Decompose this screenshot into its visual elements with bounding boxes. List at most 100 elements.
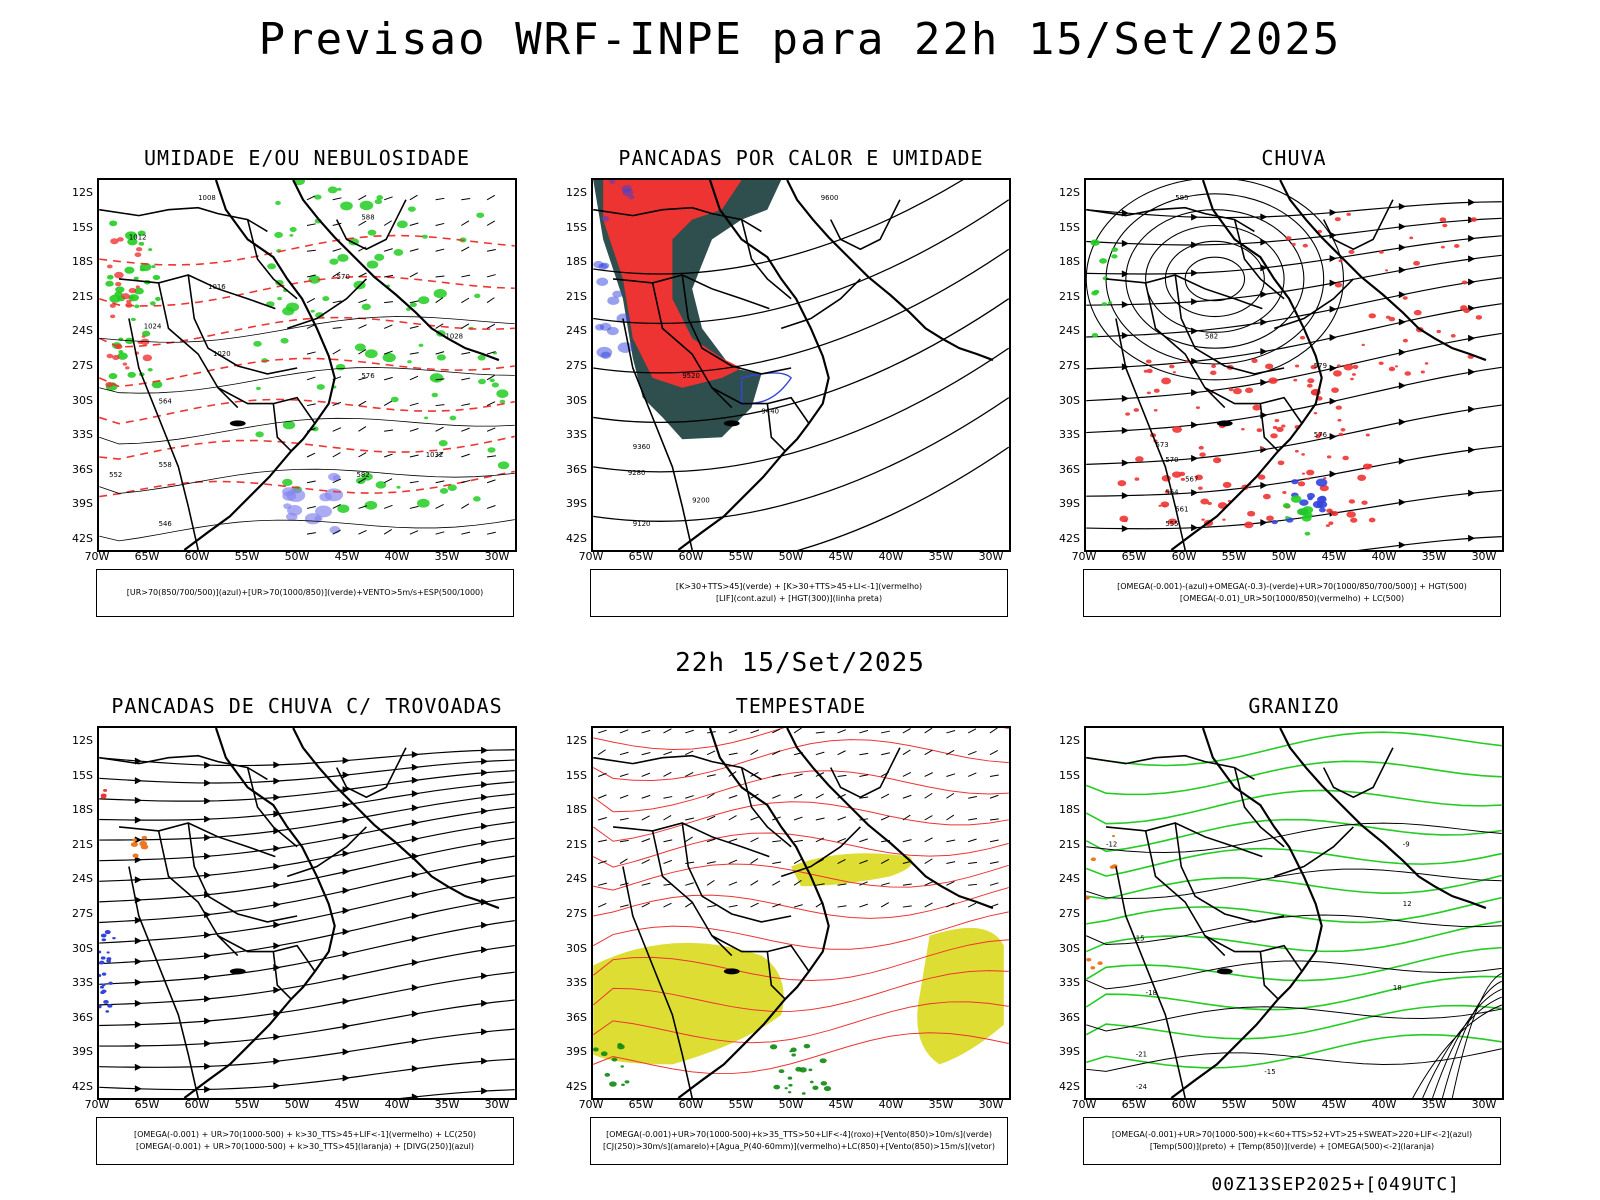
wind-vector bbox=[598, 729, 607, 734]
rain-area-red bbox=[1245, 387, 1254, 394]
political-border bbox=[187, 822, 298, 923]
streamline-arrow bbox=[1190, 357, 1199, 365]
map-panel: 555 561 564 567 570 573 576 579 582 585 bbox=[1084, 178, 1504, 552]
coastline bbox=[183, 180, 336, 550]
green-contour-blob bbox=[105, 280, 114, 287]
wind-vector bbox=[728, 729, 738, 734]
wind-vector bbox=[306, 505, 316, 509]
rain-area-red bbox=[1302, 243, 1308, 248]
latitude-tick: 15S bbox=[1059, 768, 1080, 782]
contour-label: 18 bbox=[1393, 984, 1402, 992]
green-contour-blob bbox=[476, 212, 485, 218]
rain-area-red bbox=[1402, 296, 1408, 300]
streamline bbox=[99, 806, 515, 862]
green-contour-blob bbox=[139, 263, 152, 272]
wind-vector bbox=[706, 750, 716, 756]
green-contour-blob bbox=[489, 378, 495, 383]
streamline-850-red bbox=[593, 970, 1009, 1012]
rain-area-red bbox=[1328, 521, 1334, 525]
streamline-arrow bbox=[1190, 489, 1199, 497]
wind-vector bbox=[358, 220, 367, 226]
streamline-arrow bbox=[1398, 498, 1406, 506]
wind-vector bbox=[461, 479, 471, 484]
green-contour-blob bbox=[409, 302, 417, 308]
wind-vector bbox=[946, 773, 956, 777]
wind-vector bbox=[989, 750, 999, 756]
wind-green bbox=[790, 1047, 797, 1053]
wind-vector bbox=[409, 272, 418, 278]
wind-vector bbox=[837, 816, 847, 821]
rain-area-red bbox=[1125, 412, 1131, 416]
wind-vector bbox=[837, 883, 847, 886]
streamline bbox=[99, 770, 515, 802]
wind-vector bbox=[332, 452, 341, 458]
longitude-tick: 30W bbox=[978, 1098, 1004, 1111]
latitude-tick: 36S bbox=[566, 462, 587, 476]
political-border bbox=[246, 219, 298, 300]
wind-green bbox=[809, 1080, 814, 1084]
wind-green bbox=[787, 1090, 792, 1094]
political-border bbox=[1174, 822, 1285, 923]
wind-vector bbox=[815, 817, 825, 821]
latitude-tick: 21S bbox=[1059, 837, 1080, 851]
lake bbox=[723, 420, 740, 427]
wind-vector bbox=[750, 729, 760, 734]
rain-area-red bbox=[1241, 427, 1245, 431]
streamline-arrow bbox=[1329, 279, 1337, 287]
wind-vector bbox=[968, 883, 978, 886]
wind-green bbox=[820, 1081, 828, 1086]
streamline-arrow bbox=[1190, 298, 1199, 306]
streamline-850-red bbox=[593, 1032, 1009, 1075]
pressure-contour bbox=[99, 468, 515, 494]
political-border bbox=[128, 318, 199, 550]
political-border bbox=[612, 822, 770, 858]
green-contour-blob bbox=[310, 309, 315, 313]
longitude-tick: 35W bbox=[434, 1098, 460, 1111]
divergence-blue bbox=[104, 930, 111, 935]
streamline-arrow bbox=[134, 958, 142, 965]
wind-vector bbox=[924, 858, 933, 864]
streamline-arrow bbox=[1398, 318, 1406, 326]
green-contour-blob bbox=[289, 234, 294, 237]
wind-vector bbox=[486, 455, 496, 458]
divergence-blue bbox=[101, 989, 107, 994]
divergence-blue bbox=[105, 1010, 110, 1013]
wind-vector bbox=[358, 324, 367, 329]
rain-area-red bbox=[1169, 364, 1175, 369]
temp850-contour bbox=[1086, 818, 1502, 853]
green-contour-blob bbox=[417, 498, 430, 508]
contour-label: 1008 bbox=[198, 194, 216, 202]
latitude-tick: 12S bbox=[1059, 186, 1080, 199]
political-border bbox=[1204, 935, 1303, 972]
political-border bbox=[157, 282, 239, 409]
streamline-arrow bbox=[480, 1028, 489, 1036]
contour-label: 1020 bbox=[213, 350, 231, 358]
wind-vector bbox=[409, 530, 419, 535]
wind-vector bbox=[793, 839, 803, 843]
wind-vector bbox=[815, 731, 825, 734]
wind-vector bbox=[924, 881, 933, 886]
longitude-tick: 45W bbox=[1321, 1098, 1347, 1111]
blue-area bbox=[314, 515, 323, 522]
longitude-tick: 45W bbox=[828, 1098, 854, 1111]
wind-vector bbox=[641, 729, 651, 734]
wind-vector bbox=[383, 350, 393, 355]
contour-label: 552 bbox=[109, 471, 122, 479]
wind-vector bbox=[859, 796, 869, 799]
streamline-arrow bbox=[1190, 389, 1199, 397]
rain-area-red bbox=[1470, 217, 1478, 222]
wind-vector bbox=[641, 815, 650, 821]
longitude-tick: 60W bbox=[678, 1098, 704, 1111]
rain-area-blue bbox=[1318, 495, 1327, 501]
red-contour-blob bbox=[128, 287, 137, 294]
contour-label: 576 bbox=[361, 372, 374, 380]
streamline-arrow bbox=[411, 804, 419, 812]
streamline-arrow bbox=[1121, 525, 1129, 533]
green-contour-blob bbox=[396, 220, 408, 229]
wind-vector bbox=[663, 771, 672, 777]
wind-vector bbox=[619, 751, 629, 756]
streamline-arrow bbox=[1329, 470, 1337, 478]
wind-vector bbox=[486, 479, 496, 484]
rain-area-red bbox=[1306, 469, 1315, 476]
temp500-contour bbox=[1086, 822, 1502, 854]
